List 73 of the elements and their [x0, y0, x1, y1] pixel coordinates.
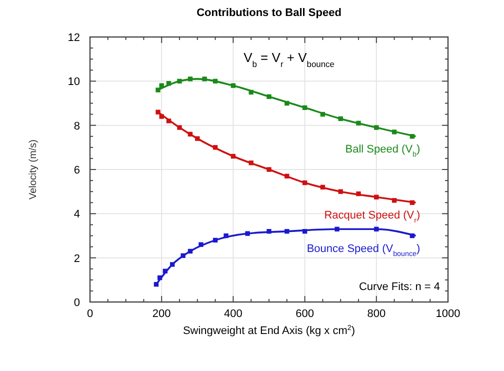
- point: [320, 112, 326, 117]
- y-tick-label: 6: [74, 164, 80, 176]
- point: [166, 118, 172, 124]
- point: [159, 83, 164, 88]
- point: [302, 105, 308, 110]
- point: [334, 226, 340, 232]
- point: [410, 134, 415, 139]
- point: [266, 228, 272, 234]
- point: [195, 136, 200, 141]
- y-tick-label: 2: [74, 252, 80, 265]
- point: [202, 76, 207, 82]
- point: [302, 180, 308, 186]
- point: [180, 253, 186, 258]
- y-tick-label: 12: [68, 32, 80, 44]
- y-axis-title: Velocity (m/s): [28, 139, 39, 200]
- point: [266, 167, 272, 172]
- point: [320, 184, 326, 190]
- point: [188, 132, 193, 137]
- point: [248, 160, 254, 166]
- point: [302, 228, 308, 234]
- point: [198, 242, 204, 247]
- point: [410, 200, 415, 205]
- x-tick-label: 600: [296, 308, 314, 320]
- point: [374, 194, 379, 200]
- point: [156, 88, 160, 92]
- point: [188, 248, 193, 254]
- point: [157, 275, 162, 280]
- point: [338, 189, 343, 194]
- point: [284, 228, 290, 234]
- point: [356, 120, 361, 126]
- x-tick-label: 200: [152, 308, 171, 320]
- y-tick-label: 8: [74, 120, 80, 132]
- point: [156, 110, 160, 114]
- point: [266, 94, 272, 99]
- point: [230, 154, 236, 159]
- annotation: Curve Fits: n = 4: [358, 281, 440, 293]
- x-tick-label: 400: [224, 308, 242, 320]
- point: [188, 76, 193, 82]
- point: [374, 125, 379, 130]
- point: [392, 130, 397, 134]
- y-tick-label: 0: [74, 297, 80, 309]
- y-tick-label: 10: [68, 76, 80, 88]
- series-label: Bounce Speed (V$_{bounce}$): [306, 242, 420, 258]
- point: [212, 78, 218, 84]
- point: [154, 282, 159, 287]
- x-tick-label: 0: [86, 308, 94, 320]
- point: [230, 83, 236, 88]
- point: [212, 238, 218, 243]
- point: [410, 233, 415, 238]
- series-label: Ball Speed (V$_{b}$): [345, 143, 420, 158]
- series-label: Racquet Speed (V$_{r}$): [324, 210, 420, 225]
- x-tick-label: 800: [367, 308, 386, 320]
- point: [284, 100, 290, 106]
- point: [374, 226, 379, 232]
- point: [177, 125, 182, 130]
- chart-title: Contributions to Ball Speed: [196, 7, 342, 19]
- point: [170, 262, 175, 267]
- point: [224, 233, 228, 238]
- point: [245, 231, 250, 236]
- point: [392, 198, 397, 203]
- point: [284, 174, 290, 178]
- point: [338, 116, 343, 122]
- point: [162, 268, 168, 274]
- point: [356, 191, 361, 196]
- point: [248, 90, 254, 95]
- point: [177, 78, 182, 84]
- x-tick-label: 1000: [436, 308, 460, 320]
- x-axis-title: Swingweight at End Axis (kg x cm$^{2}$): [182, 324, 356, 337]
- point: [212, 145, 218, 150]
- point: [166, 81, 172, 86]
- y-tick-label: 4: [74, 208, 80, 221]
- annotation: V$_{b}$ = V$_{r}$ + V$_{bounce}$: [244, 50, 335, 69]
- point: [159, 114, 164, 119]
